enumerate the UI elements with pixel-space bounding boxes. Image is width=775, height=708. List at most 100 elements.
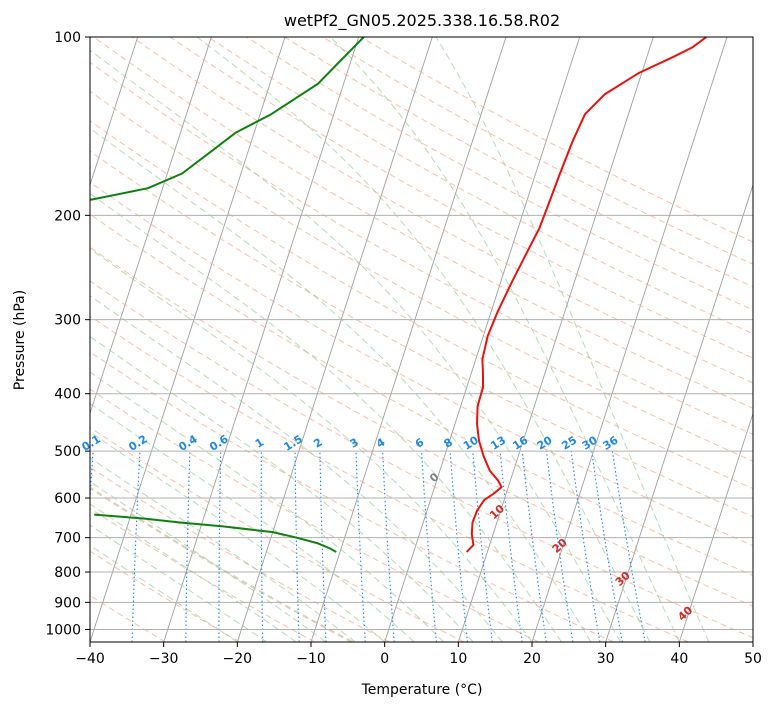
profile-series [90, 37, 707, 553]
dry-adiabat-line [90, 280, 753, 639]
moist-adiabat-line [90, 248, 533, 642]
x-tick-label: 10 [449, 651, 467, 667]
x-tick-label: 30 [597, 651, 615, 667]
isotherm-label: 10 [487, 502, 507, 522]
mixing-ratio-line [545, 451, 574, 642]
moist-adiabat-line [196, 37, 651, 642]
moist-adiabat-line [90, 127, 592, 642]
dry-adiabat-line [131, 37, 753, 384]
mixing-ratio-line [472, 451, 493, 642]
moist-adiabat-line [90, 192, 562, 642]
mixing-ratio-line [131, 451, 141, 642]
x-tick-label: −30 [149, 651, 179, 667]
isotherm-line [531, 37, 728, 642]
mixing-ratio-label: 4 [374, 435, 388, 450]
dry-adiabat-line [90, 181, 753, 547]
dry-adiabat-line [90, 213, 753, 577]
moist-adiabat-line [90, 295, 503, 642]
dewpoint-upper-line [90, 37, 365, 201]
dry-adiabat-line [90, 150, 753, 518]
y-tick-label: 600 [54, 491, 81, 507]
y-tick-label: 200 [54, 208, 81, 224]
mixing-ratio-line [570, 451, 601, 642]
x-tick-label: −40 [75, 651, 105, 667]
mixing-ratio-label: 3 [348, 436, 361, 451]
mixing-ratio-line [218, 451, 222, 642]
dry-adiabat-line [90, 550, 241, 642]
y-tick-label: 800 [54, 565, 81, 581]
dry-adiabat-line [322, 37, 753, 265]
mixing-ratio-line [90, 451, 94, 506]
x-tick-label: −10 [296, 651, 326, 667]
mixing-ratio-line [521, 451, 547, 642]
x-tick-label: 20 [523, 651, 541, 667]
mixing-ratio-label: 0.4 [176, 432, 200, 454]
y-tick-label: 700 [54, 531, 81, 547]
mixing-ratio-label: 16 [510, 433, 530, 452]
y-axis-title: Pressure (hPa) [12, 290, 28, 390]
dry-adiabat-line [90, 388, 540, 642]
y-tick-label: 100 [54, 30, 81, 46]
mixing-ratio-label: 36 [601, 433, 621, 452]
chart-title: wetPf2_GN05.2025.338.16.58.R02 [284, 11, 560, 31]
isotherm-line [236, 37, 433, 642]
dry-adiabat-line [207, 37, 753, 335]
dry-adiabat-line [93, 37, 753, 409]
isotherm-line [90, 37, 139, 187]
moist-adiabat-line [90, 544, 238, 642]
moist-adiabat-line [90, 49, 621, 642]
moist-adiabat-line [90, 431, 386, 642]
dry-adiabat-line [90, 90, 753, 462]
moist-adiabat-line [435, 37, 710, 642]
dry-adiabat-line [90, 466, 390, 642]
plot-frame [89, 36, 754, 643]
dewpoint-lower-line [94, 513, 337, 553]
isotherm-line [0, 37, 64, 642]
isotherm-line [90, 37, 286, 642]
moist-adiabat-line [330, 37, 680, 642]
x-tick-label: 0 [380, 651, 389, 667]
mixing-ratio-label: 1 [253, 436, 266, 451]
dry-adiabat-line [90, 246, 753, 607]
mixing-ratio-line [355, 451, 366, 642]
mixing-ratio-label: 20 [535, 433, 555, 452]
mixing-ratio-line [420, 451, 437, 642]
mixing-ratio-label: 0.6 [207, 432, 231, 454]
moist-adiabat-line [90, 503, 297, 642]
moist-adiabat-line [90, 457, 356, 642]
mixing-ratio-label: 13 [488, 434, 508, 453]
isotherm-line [678, 411, 753, 642]
reference-adiabat-line [90, 486, 353, 642]
dry-adiabat-line [90, 594, 166, 642]
moist-adiabat-line [90, 335, 474, 642]
moist-adiabat-line [90, 524, 268, 642]
temperature-line [465, 37, 707, 553]
moist-adiabat-line [90, 480, 326, 642]
isotherm-line [310, 37, 507, 642]
isotherm-line [605, 183, 753, 642]
y-tick-label: 1000 [45, 622, 81, 638]
mixing-ratio-label: 2 [311, 436, 324, 451]
y-tick-label: 400 [54, 387, 81, 403]
y-tick-label: 900 [54, 595, 81, 611]
isotherm-line [90, 37, 212, 415]
y-tick-label: 300 [54, 313, 81, 329]
mixing-ratio-label: 6 [413, 435, 427, 450]
mixing-ratio-line [260, 451, 264, 642]
mixing-ratio-line [449, 451, 469, 642]
y-tick-label: 500 [54, 444, 81, 460]
isotherm-line [163, 37, 360, 642]
mixing-ratio-line [499, 451, 523, 642]
x-axis-title: Temperature (°C) [361, 682, 483, 698]
dry-adiabat-line [90, 351, 614, 642]
mixing-ratio-label: 30 [580, 433, 600, 452]
dry-adiabat-line [246, 37, 753, 311]
isotherm-label: 40 [675, 603, 695, 623]
dry-adiabat-line [90, 315, 689, 642]
dry-adiabat-line [90, 61, 753, 435]
moist-adiabat-line [90, 371, 444, 642]
x-tick-label: −20 [223, 651, 253, 667]
dry-adiabat-line [90, 507, 315, 642]
mixing-ratio-label: 25 [559, 434, 579, 453]
